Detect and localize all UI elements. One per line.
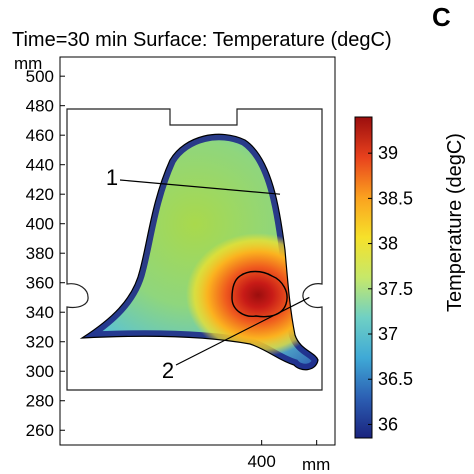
colorbar-tick-label: 38	[378, 234, 398, 254]
y-axis: 500 480 460 440 420 400 380 360 340 320 300 280 260	[26, 67, 65, 440]
chart-title: Time=30 min Surface: Temperature (degC)	[12, 29, 392, 51]
plot-frame	[59, 56, 336, 446]
y-tick-label: 300	[26, 362, 54, 381]
colorbar	[354, 116, 373, 439]
colorbar-tick-label: 36	[378, 414, 398, 434]
colorbar-tick-label: 38.5	[378, 188, 413, 208]
y-tick-label: 420	[26, 185, 54, 204]
y-tick-label: 380	[26, 244, 54, 263]
panel-label: C	[432, 2, 451, 32]
annotation-label: 1	[106, 165, 118, 190]
colorbar-tick-label: 36.5	[378, 369, 413, 389]
y-tick-label: 400	[26, 215, 54, 234]
annotations: 12	[106, 165, 310, 383]
annotation-label: 2	[162, 358, 174, 383]
colorbar-ticks: 39 38.5 38 37.5 37 36.5 36	[368, 143, 413, 434]
colorbar-tick-label: 37	[378, 324, 398, 344]
y-tick-label: 480	[26, 97, 54, 116]
colorbar-tick-label: 37.5	[378, 279, 413, 299]
y-tick-label: 500	[26, 67, 54, 86]
y-tick-label: 260	[26, 421, 54, 440]
annotation-leader-line	[175, 296, 310, 366]
y-tick-label: 460	[26, 126, 54, 145]
y-tick-label: 320	[26, 333, 54, 352]
y-axis-unit: mm	[14, 54, 42, 73]
colorbar-tick-label: 39	[378, 143, 398, 163]
y-tick-label: 360	[26, 274, 54, 293]
y-tick-label: 280	[26, 392, 54, 411]
x-tick-label: 400	[247, 452, 275, 471]
x-axis: 400	[247, 440, 318, 471]
x-axis-unit: mm	[302, 455, 330, 474]
annotation-leader-line	[119, 179, 281, 195]
y-tick-label: 340	[26, 303, 54, 322]
colorbar-label: Temperature (degC)	[444, 133, 466, 312]
y-tick-label: 440	[26, 156, 54, 175]
body-outline	[79, 133, 319, 371]
